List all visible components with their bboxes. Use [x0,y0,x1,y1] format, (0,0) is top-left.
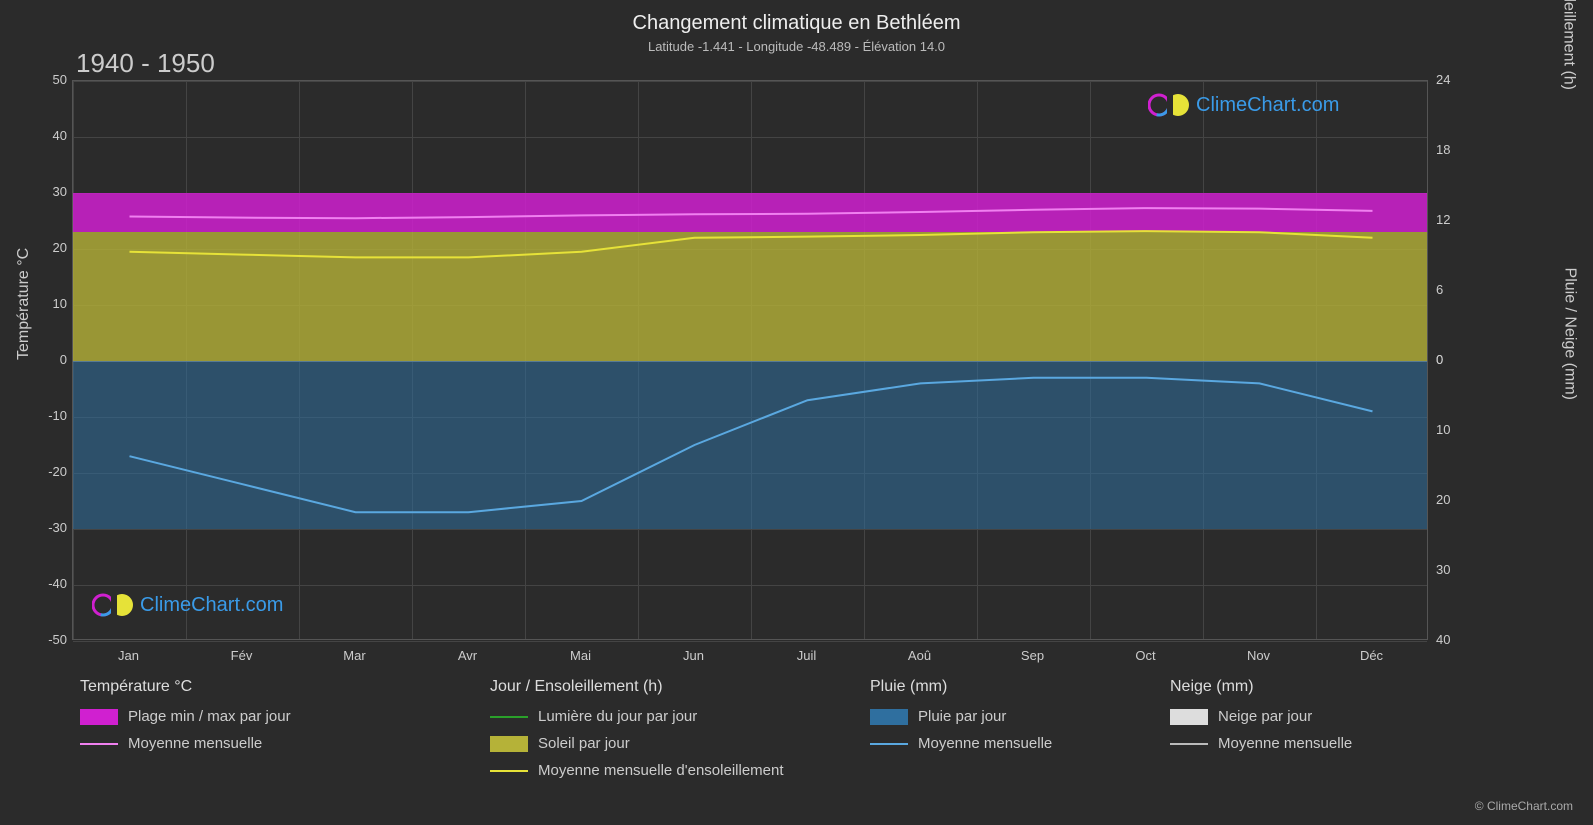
y-left-tick: 40 [27,128,67,143]
legend-swatch [1170,743,1208,745]
x-tick: Jan [118,648,139,663]
y-right-bottom-tick: 0 [1436,352,1476,367]
x-tick: Fév [231,648,253,663]
legend-item: Plage min / max par jour [80,708,490,725]
sun-line [130,231,1373,257]
legend: Température °C Plage min / max par jour Mo… [80,678,1480,779]
x-tick: Jun [683,648,704,663]
y-right-top-tick: 6 [1436,282,1476,297]
legend-swatch [870,743,908,745]
y-left-tick: 0 [27,352,67,367]
legend-column: Température °C Plage min / max par jour Mo… [80,678,490,779]
y-right-bottom-tick: 30 [1436,562,1476,577]
legend-item: Pluie par jour [870,708,1170,725]
y-right-axis-label-top: Jour / Ensoleillement (h) [1560,0,1578,90]
legend-label: Moyenne mensuelle [128,735,262,752]
legend-column: Pluie (mm) Pluie par jour Moyenne mensuell… [870,678,1170,779]
legend-swatch [80,743,118,745]
legend-label: Neige par jour [1218,708,1312,725]
legend-label: Moyenne mensuelle [1218,735,1352,752]
legend-label: Soleil par jour [538,735,630,752]
legend-item: Neige par jour [1170,708,1470,725]
x-tick: Sep [1021,648,1044,663]
x-tick: Avr [458,648,477,663]
legend-item: Moyenne mensuelle [1170,735,1470,752]
legend-swatch [490,736,528,752]
y-left-tick: 50 [27,72,67,87]
legend-column: Jour / Ensoleillement (h) Lumière du jour… [490,678,870,779]
legend-header: Neige (mm) [1170,678,1470,696]
y-left-tick: 10 [27,296,67,311]
y-left-tick: -30 [27,520,67,535]
legend-swatch [80,709,118,725]
chart-subtitle: Latitude -1.441 - Longitude -48.489 - Él… [0,35,1593,54]
legend-label: Lumière du jour par jour [538,708,697,725]
legend-label: Plage min / max par jour [128,708,291,725]
x-tick: Oct [1135,648,1155,663]
x-tick: Aoû [908,648,931,663]
legend-swatch [870,709,908,725]
legend-column: Neige (mm) Neige par jour Moyenne mensuell… [1170,678,1470,779]
y-left-tick: 30 [27,184,67,199]
y-right-bottom-tick: 10 [1436,422,1476,437]
legend-item: Moyenne mensuelle d'ensoleillement [490,762,870,779]
y-right-axis-label-bottom: Pluie / Neige (mm) [1560,268,1578,400]
legend-swatch [490,770,528,772]
legend-item: Moyenne mensuelle [80,735,490,752]
y-left-tick: -40 [27,576,67,591]
attribution: © ClimeChart.com [1475,799,1573,813]
series-svg [73,81,1429,641]
legend-label: Pluie par jour [918,708,1006,725]
y-left-tick: 20 [27,240,67,255]
y-left-tick: -20 [27,464,67,479]
x-tick: Mai [570,648,591,663]
legend-item: Lumière du jour par jour [490,708,870,725]
chart-plot-area [72,80,1428,640]
legend-swatch [1170,709,1208,725]
y-right-bottom-tick: 40 [1436,632,1476,647]
y-left-tick: -10 [27,408,67,423]
legend-header: Température °C [80,678,490,696]
legend-item: Soleil par jour [490,735,870,752]
x-tick: Mar [343,648,365,663]
rain-line [130,378,1373,512]
grid-line-h [73,641,1427,642]
legend-label: Moyenne mensuelle d'ensoleillement [538,762,784,779]
y-left-tick: -50 [27,632,67,647]
period-label: 1940 - 1950 [76,48,215,79]
y-right-top-tick: 12 [1436,212,1476,227]
legend-item: Moyenne mensuelle [870,735,1170,752]
legend-header: Pluie (mm) [870,678,1170,696]
chart-title: Changement climatique en Bethléem [0,0,1593,35]
y-right-top-tick: 18 [1436,142,1476,157]
x-tick: Nov [1247,648,1270,663]
x-tick: Juil [797,648,817,663]
temp-line [130,208,1373,218]
x-tick: Déc [1360,648,1383,663]
y-right-bottom-tick: 20 [1436,492,1476,507]
legend-label: Moyenne mensuelle [918,735,1052,752]
y-right-top-tick: 24 [1436,72,1476,87]
legend-header: Jour / Ensoleillement (h) [490,678,870,696]
legend-swatch [490,716,528,718]
